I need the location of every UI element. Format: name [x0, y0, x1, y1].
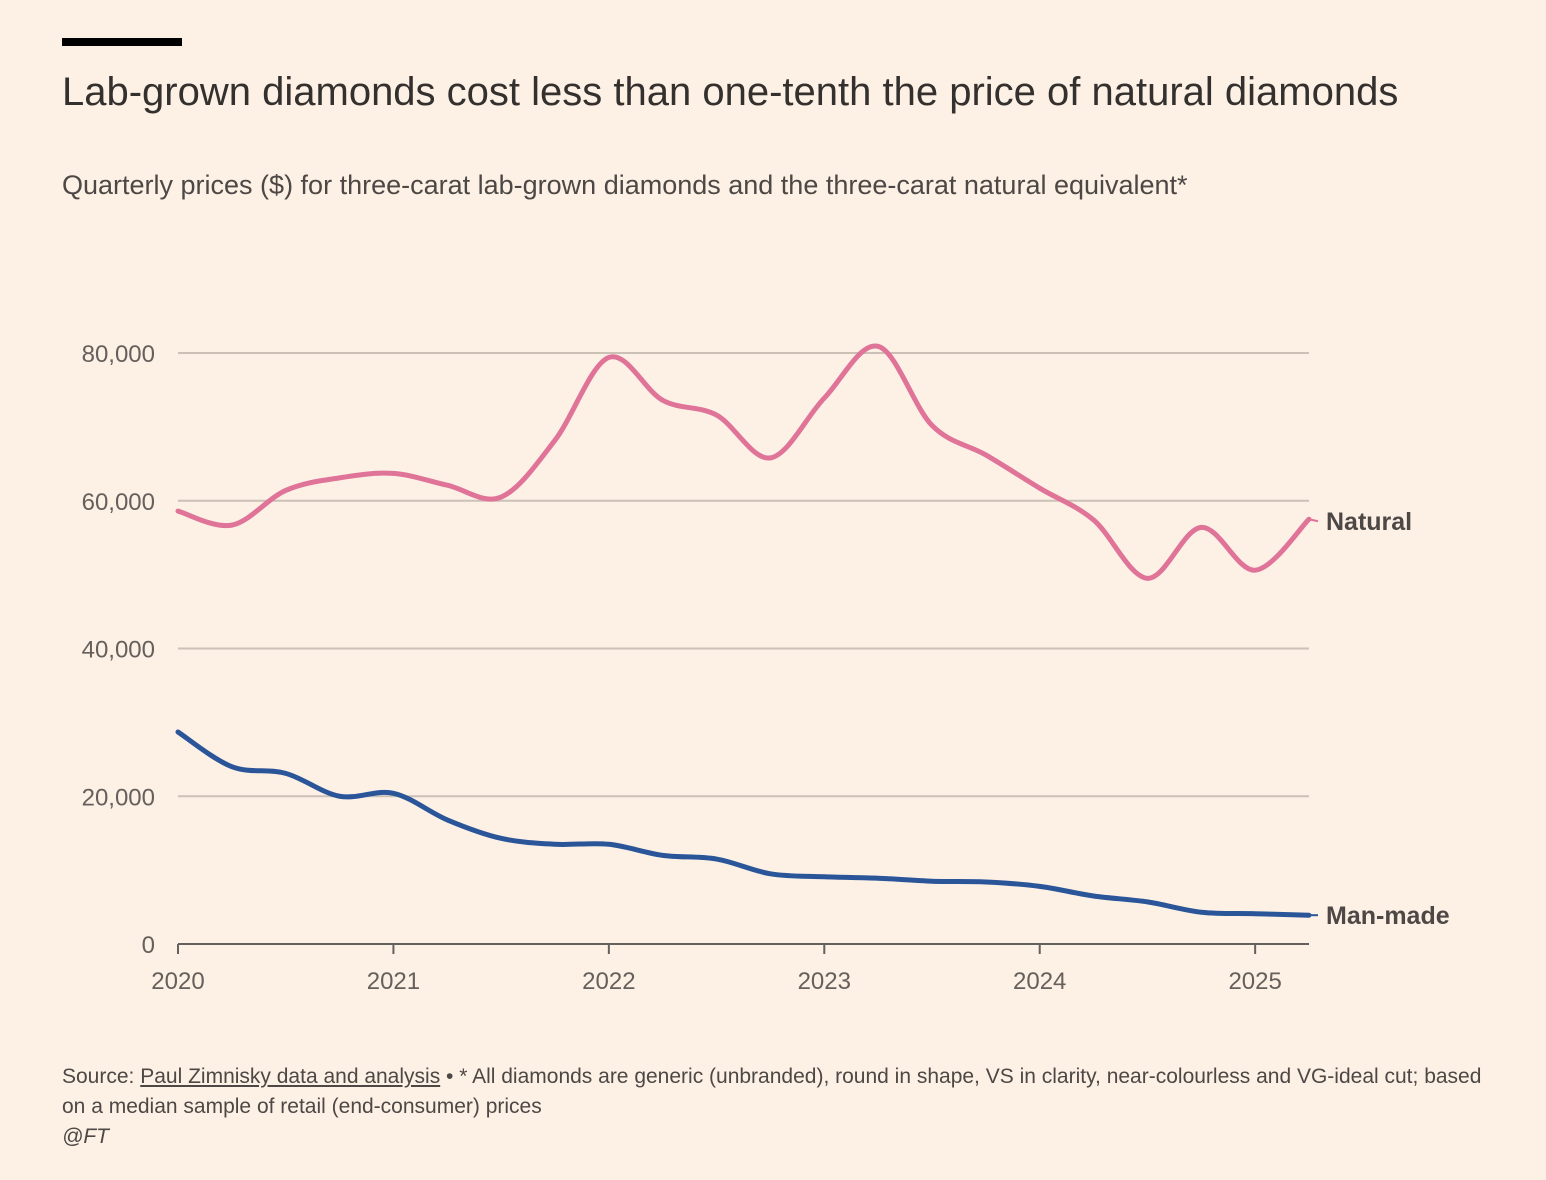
- x-tick-label: 2024: [1013, 968, 1066, 995]
- x-tick-label: 2025: [1228, 968, 1281, 995]
- y-tick-label: 40,000: [82, 637, 155, 664]
- ft-credit: @FT: [62, 1125, 109, 1148]
- series-line-natural: [175, 343, 1312, 581]
- y-tick-label: 20,000: [82, 784, 155, 811]
- chart-subtitle: Quarterly prices ($) for three-carat lab…: [62, 170, 1188, 200]
- source-link[interactable]: Paul Zimnisky data and analysis: [140, 1065, 441, 1088]
- x-tick-label: 2022: [582, 968, 635, 995]
- label-leader: [1308, 518, 1319, 523]
- series-line-man-made: [175, 729, 1312, 918]
- chart-title: Lab-grown diamonds cost less than one-te…: [62, 70, 1399, 114]
- y-tick-label: 60,000: [82, 489, 155, 516]
- x-tick-label: 2023: [798, 968, 851, 995]
- ft-header-bar: [62, 38, 182, 46]
- series-label: Man-made: [1326, 902, 1450, 930]
- y-tick-label: 80,000: [82, 341, 155, 368]
- y-tick-label: 0: [142, 932, 155, 959]
- series-label: Natural: [1326, 508, 1412, 536]
- footer: Source: Paul Zimnisky data and analysis …: [62, 1062, 1482, 1152]
- source-prefix: Source:: [62, 1065, 141, 1088]
- x-tick-label: 2021: [367, 968, 420, 995]
- x-tick-label: 2020: [151, 968, 204, 995]
- footnote: • * All diamonds are generic (unbranded)…: [62, 1065, 1482, 1118]
